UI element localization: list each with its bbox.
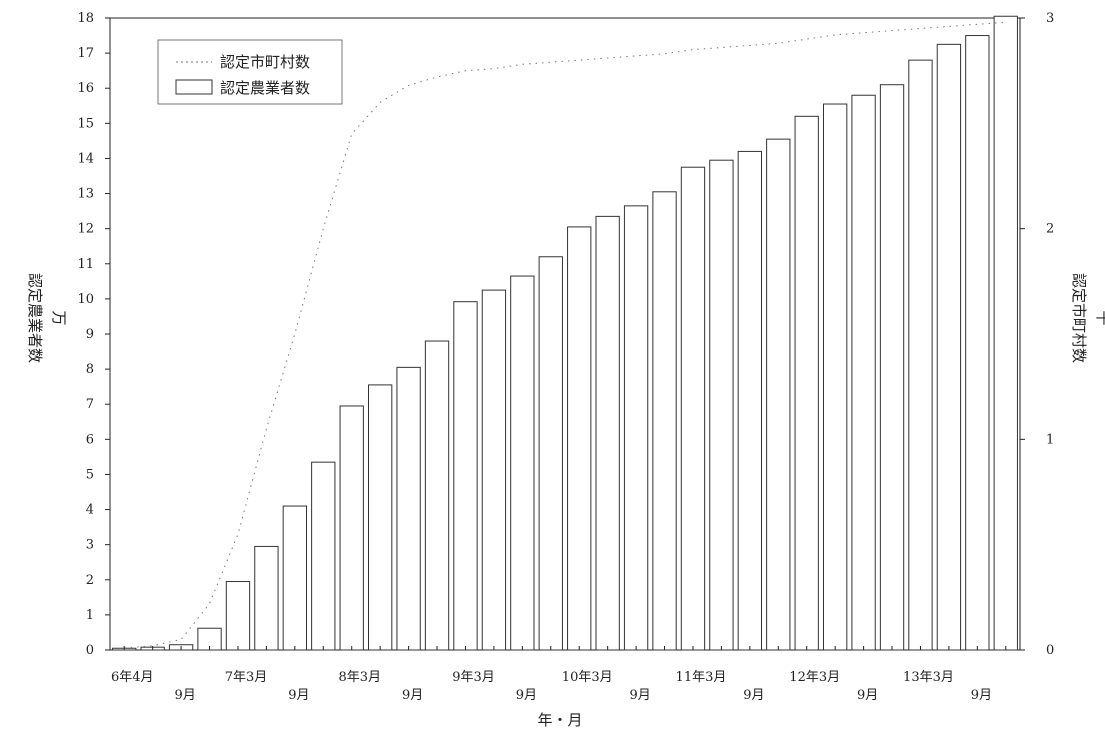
- left-tick-label: 12: [77, 222, 94, 237]
- x-tick-label-year: 11年3月: [676, 670, 727, 685]
- bar: [822, 103, 848, 651]
- bar: [709, 159, 734, 651]
- left-tick-label: 17: [77, 46, 94, 61]
- x-tick-label-year: 7年3月: [225, 670, 268, 685]
- bar: [993, 15, 1018, 651]
- left-tick-label: 1: [86, 608, 94, 623]
- x-tick-label-year: 13年3月: [903, 670, 954, 685]
- right-tick-label: 1: [1046, 432, 1054, 447]
- left-tick-label: 16: [77, 81, 94, 96]
- bar: [453, 301, 478, 651]
- right-y-axis: 0 1 2 3: [1020, 11, 1054, 658]
- bar: [339, 405, 364, 651]
- bar: [623, 205, 649, 651]
- left-tick-label: 8: [86, 362, 94, 377]
- x-tick-label-month: 9月: [402, 688, 423, 703]
- bar: [595, 215, 620, 651]
- x-tick-label-month: 9月: [288, 688, 309, 703]
- bar: [254, 545, 279, 651]
- bar: [766, 138, 791, 651]
- x-tick-label-month: 9月: [629, 688, 650, 703]
- left-tick-label: 15: [77, 116, 94, 131]
- bar: [481, 289, 507, 651]
- left-tick-label: 2: [86, 573, 94, 588]
- right-tick-label: 3: [1046, 11, 1054, 26]
- left-tick-label: 10: [77, 292, 94, 307]
- legend-label-farmers: 認定農業者数: [220, 79, 310, 97]
- x-tick-label-month: 9月: [743, 688, 764, 703]
- x-tick-label-year: 10年3月: [562, 670, 613, 685]
- left-tick-label: 4: [86, 503, 94, 518]
- right-axis-unit: 千: [1094, 310, 1105, 325]
- bar: [424, 340, 450, 651]
- left-tick-label: 5: [86, 467, 94, 482]
- bar-series: [112, 15, 1018, 651]
- bar: [311, 461, 336, 651]
- bar: [282, 505, 308, 651]
- bar: [879, 84, 905, 651]
- bar: [652, 191, 677, 651]
- bar: [794, 115, 819, 651]
- bar: [908, 59, 933, 651]
- bar: [367, 384, 393, 651]
- bar: [538, 256, 563, 651]
- x-tick-label-month: 9月: [857, 688, 878, 703]
- bar: [396, 366, 421, 651]
- left-tick-label: 18: [77, 11, 94, 26]
- bar: [737, 150, 763, 651]
- left-axis-unit: 万: [50, 310, 68, 325]
- left-tick-label: 11: [77, 257, 94, 272]
- x-tick-label-year: 6年4月: [111, 670, 154, 685]
- right-axis-title: 認定市町村数: [1070, 273, 1088, 363]
- bar: [965, 35, 990, 651]
- x-tick-label-year: 8年3月: [338, 670, 381, 685]
- right-tick-label: 0: [1046, 643, 1054, 658]
- x-axis: 6年4月 7年3月 8年3月 9年3月 10年3月 11年3月 12年3月 13年3月 9月 9月…: [111, 646, 1007, 703]
- left-tick-label: 7: [86, 397, 94, 412]
- right-tick-label: 2: [1046, 222, 1054, 237]
- bar: [680, 166, 706, 651]
- legend-label-municipalities: 認定市町村数: [220, 53, 310, 71]
- bar: [567, 226, 592, 651]
- x-tick-label-year: 9年3月: [452, 670, 495, 685]
- bar: [851, 94, 876, 651]
- x-tick-label-month: 9月: [174, 688, 195, 703]
- x-tick-label-year: 12年3月: [789, 670, 840, 685]
- left-tick-label: 3: [86, 538, 94, 553]
- left-tick-label: 9: [86, 327, 94, 342]
- x-tick-label-month: 9月: [516, 688, 537, 703]
- bar: [936, 43, 962, 651]
- bar: [225, 581, 251, 651]
- left-tick-label: 13: [77, 187, 94, 202]
- bar: [510, 275, 535, 651]
- legend-box: [157, 39, 343, 105]
- legend: 認定市町村数 認定農業者数: [157, 39, 343, 105]
- x-tick-label-month: 9月: [971, 688, 992, 703]
- x-axis-title: 年・月: [537, 711, 582, 729]
- left-axis-title: 認定農業者数: [26, 273, 44, 363]
- left-tick-label: 14: [77, 151, 94, 166]
- legend-bar-swatch: [175, 79, 213, 95]
- left-tick-label: 0: [86, 643, 94, 658]
- left-tick-label: 6: [86, 432, 94, 447]
